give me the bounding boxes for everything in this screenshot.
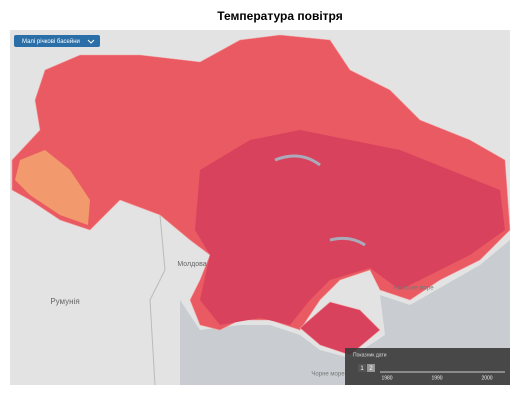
timeline-button[interactable] (367, 364, 375, 372)
timeline-label: Показник дати (353, 352, 387, 358)
timeline-tick: 2000 (481, 375, 492, 381)
title: Температура повітря (217, 9, 342, 23)
dropdown-arrow (87, 39, 95, 44)
timeline: Показник дати 1 2 1980 1990 2000 (345, 348, 510, 385)
reservoir (329, 236, 366, 247)
country-label: Молдова (177, 261, 206, 268)
border (149, 214, 166, 386)
timeline-button-text[interactable]: 2 (369, 366, 373, 372)
timeline-tick: 1980 (381, 375, 392, 381)
sea-label: Чорне море (311, 372, 345, 378)
map: Молдова Румунія Азовське море Чорне море (10, 30, 511, 386)
central-zone (195, 130, 505, 325)
warm-zone (15, 150, 90, 225)
timeline-tick: 1990 (431, 375, 442, 381)
layer-dropdown[interactable]: Малі річкові басейни (14, 35, 100, 47)
reservoir (274, 154, 321, 167)
sea-label: Азовське море (392, 286, 434, 292)
crimea (299, 301, 381, 356)
timeline-button[interactable] (358, 364, 366, 372)
dropdown-text[interactable]: Малі річкові басейни (22, 38, 80, 45)
country-label: Румунія (50, 297, 79, 306)
timeline-button-text[interactable]: 1 (360, 366, 364, 372)
dropdown-box[interactable] (14, 35, 100, 47)
